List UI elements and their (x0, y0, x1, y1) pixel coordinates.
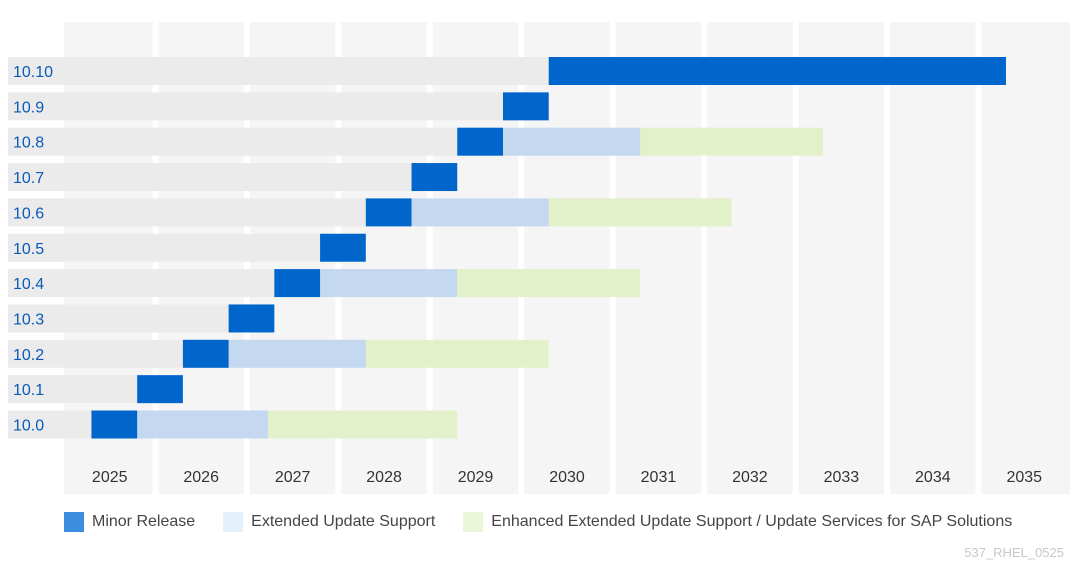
x-tick-2032: 2032 (732, 469, 768, 486)
bar-eus-10-0 (137, 410, 268, 439)
row-label-10-4: 10.4 (13, 276, 44, 293)
legend-item-eeus: Enhanced Extended Update Support / Updat… (463, 512, 1012, 532)
x-tick-2035: 2035 (1006, 469, 1042, 486)
row-track-10-7 (8, 163, 412, 192)
bar-eeus-10-0 (267, 410, 458, 439)
row-track-10-9 (8, 92, 503, 121)
bar-eeus-10-8 (640, 127, 824, 156)
year-column-2033 (798, 22, 885, 494)
bar-eeus-10-6 (548, 198, 732, 227)
x-tick-2034: 2034 (915, 469, 951, 486)
row-label-10-1: 10.1 (13, 382, 44, 399)
row-label-10-2: 10.2 (13, 347, 44, 364)
x-tick-2027: 2027 (275, 469, 311, 486)
row-label-10-9: 10.9 (13, 99, 44, 116)
bar-eus-10-4 (320, 269, 458, 298)
row-label-10-0: 10.0 (13, 418, 44, 435)
x-axis-ticks: 2025 2026 2027 2028 2029 2030 2031 2032 2033 2034… (92, 469, 1042, 486)
x-tick-2031: 2031 (641, 469, 677, 486)
x-tick-2028: 2028 (366, 469, 402, 486)
row-track-10-8 (8, 127, 458, 156)
bar-minor-release-10-6 (365, 198, 412, 227)
row-track-10-10 (8, 57, 549, 85)
legend-swatch-eeus (463, 512, 484, 532)
legend-item-eus: Extended Update Support (223, 512, 435, 532)
x-tick-2033: 2033 (824, 469, 860, 486)
bar-eus-10-2 (228, 339, 366, 368)
legend: Minor Release Extended Update Support En… (64, 510, 1040, 534)
bar-minor-release-10-10 (548, 57, 1006, 85)
bar-minor-release-10-4 (274, 269, 321, 298)
row-track-10-1 (8, 375, 138, 404)
bar-minor-release-10-2 (182, 339, 229, 368)
year-column-2035 (981, 22, 1070, 494)
legend-label-minor-release: Minor Release (92, 513, 196, 530)
bar-minor-release-10-1 (137, 375, 183, 404)
bar-minor-release-10-5 (320, 233, 366, 262)
year-column-2031 (615, 22, 702, 494)
chart-id-footnote: 537_RHEL_0525 (964, 545, 1064, 560)
row-labels: 10.10 10.9 10.8 10.7 10.6 10.5 10.4 10.3 10.2 10.… (13, 64, 53, 435)
x-tick-2030: 2030 (549, 469, 585, 486)
x-tick-2029: 2029 (458, 469, 494, 486)
row-track-10-2 (8, 339, 183, 368)
row-label-10-5: 10.5 (13, 241, 44, 258)
bar-minor-release-10-0 (91, 410, 138, 439)
year-column-2032 (707, 22, 793, 494)
legend-swatch-eus (223, 512, 244, 532)
x-tick-2025: 2025 (92, 469, 128, 486)
bar-eeus-10-2 (365, 339, 549, 368)
bar-eeus-10-4 (457, 269, 641, 298)
bar-minor-release-10-9 (502, 92, 549, 121)
row-label-10-7: 10.7 (13, 170, 44, 187)
bar-minor-release-10-8 (457, 127, 503, 156)
row-track-10-3 (8, 304, 229, 333)
bar-minor-release-10-3 (228, 304, 275, 333)
legend-swatch-minor-release (64, 512, 84, 532)
legend-label-eus: Extended Update Support (251, 513, 436, 530)
bar-minor-release-10-7 (411, 163, 458, 192)
bar-eus-10-6 (411, 198, 549, 227)
year-column-2034 (890, 22, 976, 494)
row-tracks (8, 57, 549, 439)
legend-label-eeus: Enhanced Extended Update Support / Updat… (491, 513, 1013, 530)
row-label-10-3: 10.3 (13, 311, 44, 328)
legend-item-minor-release: Minor Release (64, 512, 195, 532)
release-bars (91, 57, 1006, 439)
row-track-10-5 (8, 233, 321, 262)
row-track-10-0 (8, 410, 92, 439)
x-tick-2026: 2026 (183, 469, 219, 486)
bar-eus-10-8 (502, 127, 641, 156)
row-track-10-6 (8, 198, 366, 227)
row-label-10-8: 10.8 (13, 135, 44, 152)
row-label-10-10: 10.10 (13, 64, 53, 81)
row-track-10-4 (8, 269, 275, 298)
row-label-10-6: 10.6 (13, 205, 44, 222)
